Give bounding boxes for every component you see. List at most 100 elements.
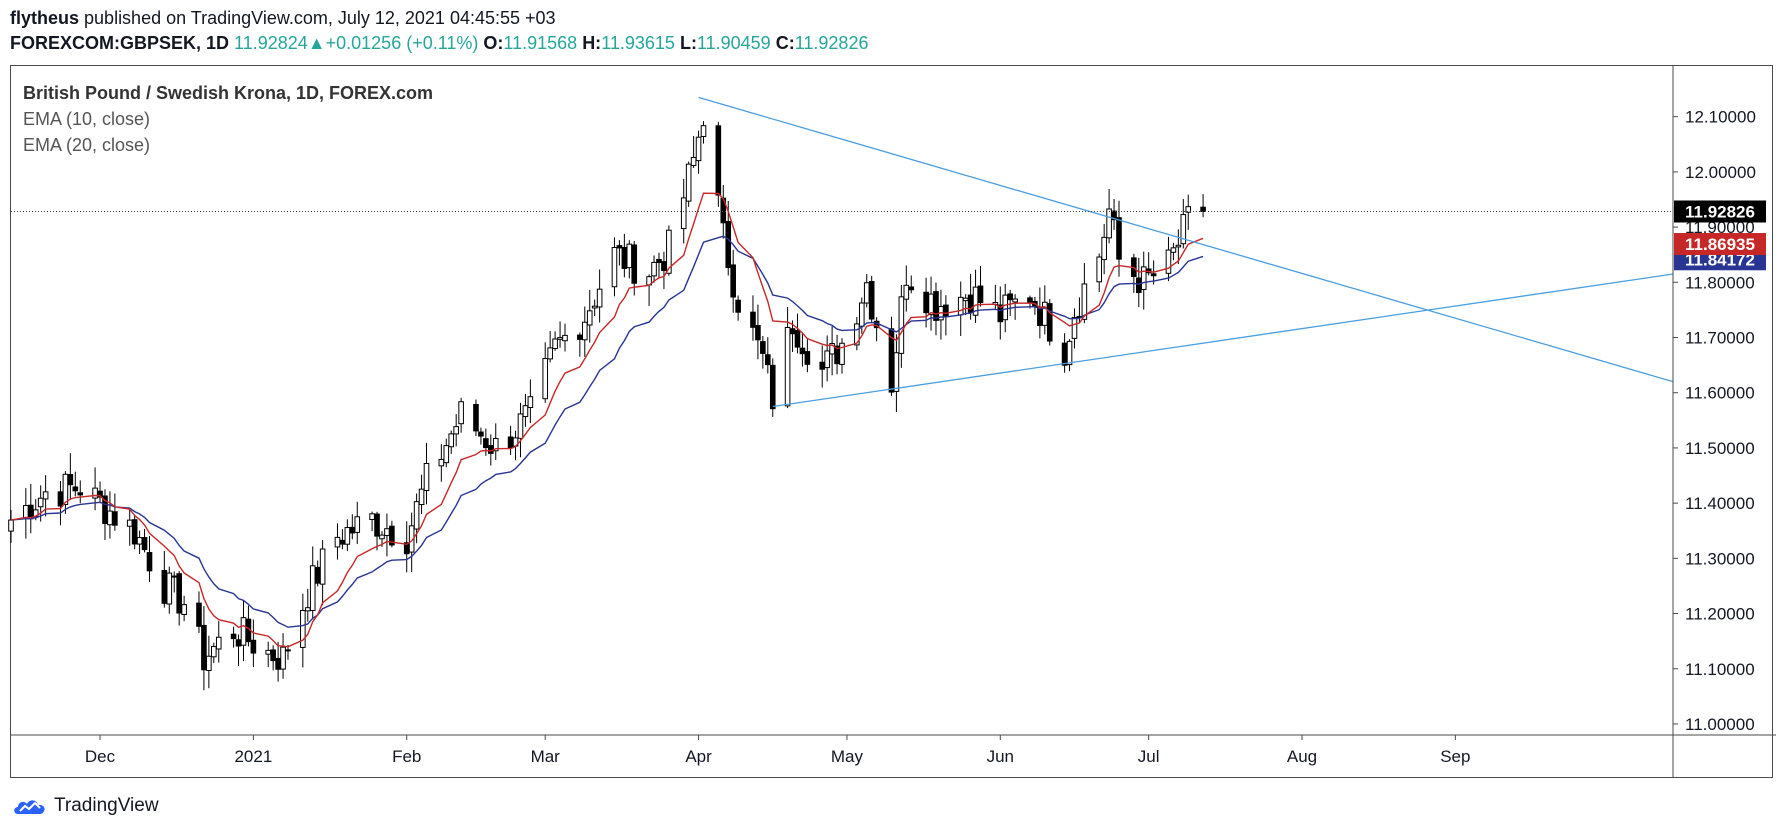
candle-body xyxy=(695,136,702,162)
y-tick-label: 11.30000 xyxy=(1685,549,1755,568)
candle-down xyxy=(1037,287,1043,339)
candle-down xyxy=(735,295,741,321)
candle-body xyxy=(408,525,415,553)
candle-body xyxy=(413,501,420,530)
y-tick-label: 11.40000 xyxy=(1685,494,1755,513)
candle-down xyxy=(765,337,771,374)
candle-body xyxy=(206,655,212,672)
candle-body xyxy=(473,403,479,432)
candle-body xyxy=(522,405,529,418)
candle-up xyxy=(829,326,835,376)
candle-up xyxy=(1096,253,1103,293)
candle-body xyxy=(235,639,242,647)
candle-body xyxy=(374,513,380,537)
candle-body xyxy=(230,633,237,640)
candle-up xyxy=(1140,251,1147,310)
candle-body xyxy=(67,474,74,486)
candle-up xyxy=(354,501,361,545)
candle-up xyxy=(418,474,425,514)
candle-body xyxy=(799,347,806,355)
y-tick-label: 12.10000 xyxy=(1685,108,1756,127)
candle-up xyxy=(626,240,633,279)
tradingview-cloud-icon xyxy=(14,800,45,814)
candle-up xyxy=(280,633,286,679)
candle-up xyxy=(423,442,430,505)
candle-body xyxy=(725,221,732,268)
legend-ema10[interactable]: EMA (10, close) xyxy=(23,109,151,129)
candle-up xyxy=(443,438,450,468)
candle-body xyxy=(680,197,687,230)
candle-up xyxy=(1066,339,1073,372)
candle-up xyxy=(319,540,326,606)
legend-title[interactable]: British Pound / Swedish Krona, 1D, FOREX… xyxy=(23,83,434,103)
candle-up xyxy=(453,414,459,447)
candle-body xyxy=(42,491,49,500)
candle-up xyxy=(552,331,558,351)
close-value: 11.92826 xyxy=(794,33,869,53)
candle-down xyxy=(1116,200,1122,277)
candle-up xyxy=(92,467,98,511)
candle-body xyxy=(1180,214,1187,245)
candle-body xyxy=(616,245,623,249)
candle-body xyxy=(1185,206,1192,213)
candle-up xyxy=(695,130,702,174)
candle-down xyxy=(715,121,722,207)
x-tick-label: Dec xyxy=(85,747,116,766)
candle-body xyxy=(1007,293,1013,301)
candle-down xyxy=(201,606,207,691)
candle-down xyxy=(799,332,806,367)
candle-body xyxy=(57,491,64,507)
candle-up xyxy=(928,276,934,331)
candle-body xyxy=(819,361,826,370)
candle-body xyxy=(97,490,103,498)
candle-up xyxy=(962,294,969,316)
candle-body xyxy=(458,401,464,425)
author-name[interactable]: flytheus xyxy=(10,8,80,28)
candle-down xyxy=(478,427,484,445)
candle-body xyxy=(1116,217,1122,260)
candle-body xyxy=(492,438,499,452)
candle-body xyxy=(1037,306,1043,326)
candle-up xyxy=(586,289,593,343)
ohlc-line: FOREXCOM:GBPSEK, 1D 11.92824▲+0.01256 (+… xyxy=(10,31,868,55)
candle-down xyxy=(176,570,182,626)
candle-body xyxy=(488,444,494,454)
brand-footer[interactable]: TradingView xyxy=(12,795,159,817)
candle-up xyxy=(166,566,173,614)
candle-body xyxy=(685,163,692,202)
legend-ema20[interactable]: EMA (20, close) xyxy=(23,135,151,155)
candle-body xyxy=(656,258,662,263)
candle-body xyxy=(265,649,272,655)
candle-up xyxy=(181,595,187,622)
candle-body xyxy=(715,125,722,196)
candle-body xyxy=(804,351,811,365)
candle-body xyxy=(794,330,801,348)
x-tick-label: Sep xyxy=(1440,747,1470,766)
x-tick-label: 2021 xyxy=(234,747,272,766)
candle-down xyxy=(760,336,766,369)
x-tick-label: Jul xyxy=(1138,747,1160,766)
candle-down xyxy=(933,282,939,336)
candle-up xyxy=(611,237,618,297)
price-axis: 11.00000 11.10000 11.20000 11.30000 11.40000… xyxy=(1672,65,1756,777)
candle-body xyxy=(755,325,761,341)
candle-up xyxy=(126,509,133,546)
candle-down xyxy=(794,313,801,354)
candle-up xyxy=(591,299,598,316)
candle-up xyxy=(547,331,553,363)
candle-up xyxy=(646,274,652,307)
candle-up xyxy=(685,161,692,207)
candle-up xyxy=(304,588,311,622)
ema10-price-tag-bg xyxy=(1674,233,1766,256)
candle-down xyxy=(656,252,662,279)
candle-body xyxy=(933,291,939,321)
candle-body xyxy=(903,284,910,300)
publish-line: flytheus published on TradingView.com, J… xyxy=(10,6,556,30)
candle-body xyxy=(557,337,563,340)
candle-body xyxy=(280,646,286,670)
candle-down xyxy=(507,425,514,456)
candle-down xyxy=(67,453,74,500)
high-label: H: xyxy=(582,33,602,53)
